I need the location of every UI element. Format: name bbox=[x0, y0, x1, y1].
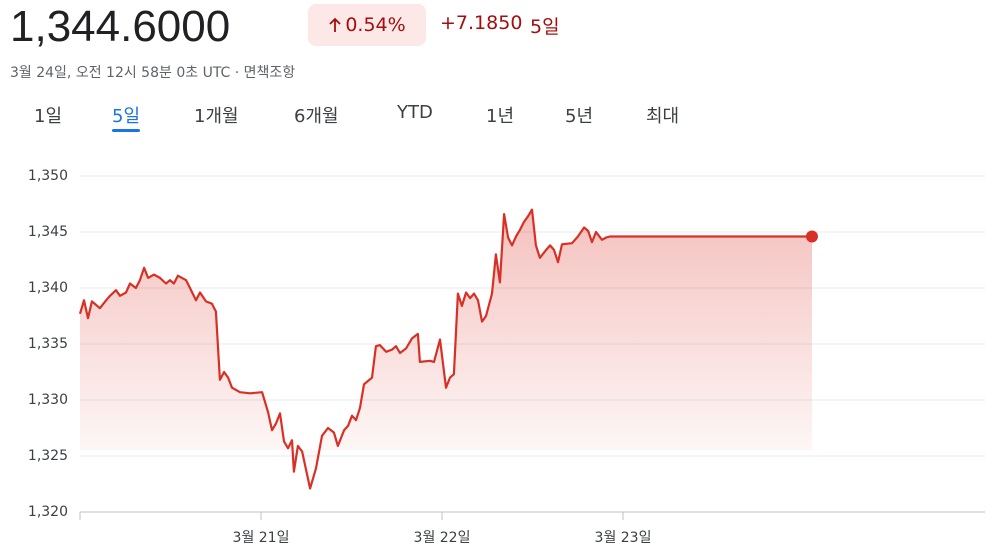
timestamp: 3월 24일, 오전 12시 58분 0초 UTC · 면책조항 bbox=[10, 65, 296, 81]
y-tick-label: 1,325 bbox=[28, 448, 68, 464]
x-tick-label: 3월 21일 bbox=[233, 530, 290, 546]
period: 5일 bbox=[530, 16, 560, 38]
price-line bbox=[78, 208, 812, 490]
change-abs: +7.1850 bbox=[440, 12, 523, 34]
change-pill: 0.54% bbox=[308, 4, 426, 46]
y-tick-label: 1,340 bbox=[28, 280, 68, 296]
tab-underline bbox=[112, 129, 140, 132]
y-tick-label: 1,350 bbox=[28, 168, 68, 184]
tab[interactable]: 5일 bbox=[112, 106, 141, 127]
tab[interactable]: YTD bbox=[397, 102, 433, 123]
y-tick-label: 1,330 bbox=[28, 392, 68, 408]
tab[interactable]: 1일 bbox=[34, 106, 63, 127]
change-pct: 0.54% bbox=[345, 14, 406, 36]
y-tick-label: 1,345 bbox=[28, 224, 68, 240]
price: 1,344.6000 bbox=[10, 2, 231, 51]
y-tick-label: 1,320 bbox=[28, 504, 68, 520]
up-arrow bbox=[329, 17, 341, 32]
tab[interactable]: 1개월 bbox=[194, 106, 239, 127]
x-tick-label: 3월 22일 bbox=[414, 530, 471, 546]
area bbox=[80, 209, 812, 489]
tab[interactable]: 6개월 bbox=[294, 106, 339, 127]
x-tick-label: 3월 23일 bbox=[595, 530, 652, 546]
end-dot bbox=[805, 230, 818, 243]
tab[interactable]: 최대 bbox=[646, 106, 680, 127]
y-tick-label: 1,335 bbox=[28, 336, 68, 352]
tab[interactable]: 1년 bbox=[486, 106, 515, 127]
tab[interactable]: 5년 bbox=[565, 106, 594, 127]
